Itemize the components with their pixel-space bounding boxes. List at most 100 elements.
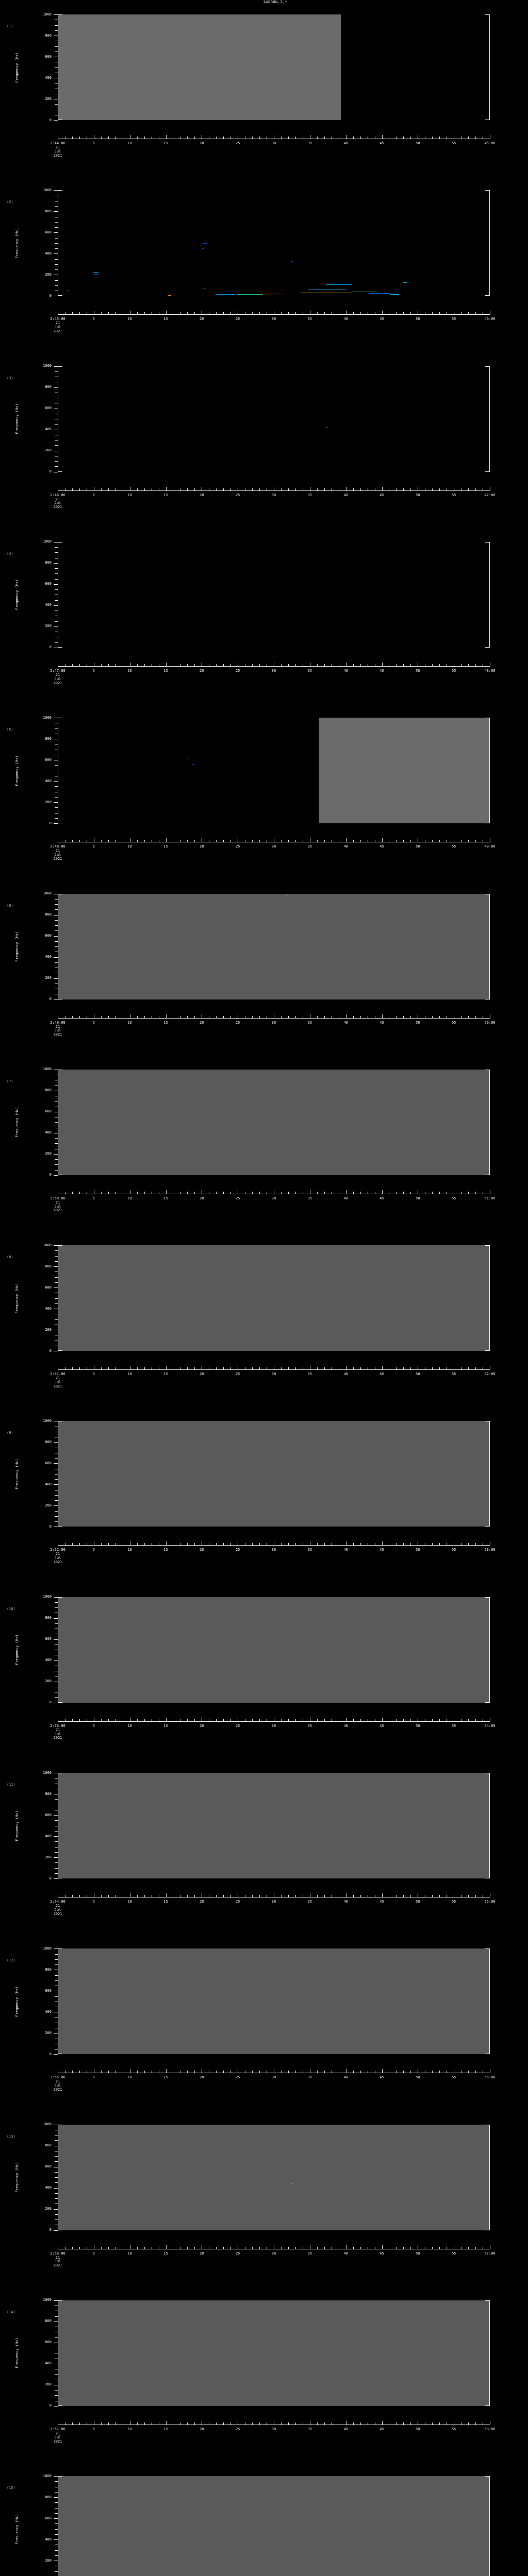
x-axis-tick [108, 1367, 109, 1370]
plot-frame[interactable] [58, 2300, 490, 2406]
y-axis-tick-label: 400 [45, 427, 52, 432]
y-axis-tick-label: 1000 [43, 1946, 52, 1951]
axis-spine [485, 2405, 490, 2406]
plot-frame[interactable] [58, 1597, 490, 1703]
plot-frame[interactable] [58, 1773, 490, 1878]
plot-frame[interactable] [58, 366, 490, 472]
x-axis-tick [223, 1543, 224, 1546]
plot-frame[interactable] [58, 1069, 490, 1175]
x-axis-tick [324, 2422, 325, 2425]
y-axis-tick [55, 1975, 58, 1976]
x-axis-tick [137, 2071, 138, 2073]
x-axis-tick-label: 10 [127, 141, 132, 145]
axis-spine [485, 2300, 490, 2301]
x-axis-tick [194, 488, 195, 490]
plot-frame[interactable] [58, 541, 490, 648]
x-axis-tick [137, 488, 138, 490]
axis-spine [58, 295, 62, 296]
x-axis-tick [137, 2422, 138, 2425]
x-axis-tick-label: 15 [163, 1900, 168, 1904]
y-axis-tick [55, 1303, 58, 1304]
x-axis-start-label: 2:49:00 [50, 1020, 65, 1025]
spectrogram-panel: (1) 0 200 400 600 800 1000 Frequency (Hz) 2:44:0… [0, 7, 528, 183]
x-axis-tick [468, 1895, 469, 1897]
y-axis-tick-label: 800 [45, 912, 52, 917]
spectrogram-panel: (3) 0 200 400 600 800 1000 Frequency (Hz) 2:46:0… [0, 359, 528, 535]
axis-spine [58, 1350, 62, 1351]
x-axis-tick [475, 1191, 476, 1194]
x-axis-date-label: 21 Jul 2021 [42, 1904, 73, 1916]
x-axis-start-label: 2:53:00 [50, 1723, 65, 1728]
x-axis-tick [252, 1191, 253, 1194]
date-line: 2021 [53, 1560, 62, 1565]
x-axis-tick [396, 2246, 397, 2249]
date-line: Jul [54, 1732, 61, 1736]
x-axis-tick-label: 45 [380, 1900, 384, 1904]
y-axis-tick [54, 584, 58, 585]
x-axis-tick [396, 840, 397, 842]
x-axis-tick [403, 488, 404, 490]
x-axis-tick [360, 1719, 361, 1721]
x-axis-tick [403, 1895, 404, 1897]
plot-frame[interactable] [58, 2476, 490, 2576]
x-axis-tick-label: 40 [343, 2427, 348, 2431]
detection-trace [325, 284, 352, 285]
x-axis-tick [396, 664, 397, 666]
plot-frame[interactable] [58, 1421, 490, 1527]
plot-frame[interactable] [58, 1245, 490, 1351]
plot-frame[interactable] [58, 14, 490, 120]
date-line: Jul [54, 2083, 61, 2088]
x-axis-tick [72, 1719, 73, 1721]
x-axis-tick-label: 40 [343, 2075, 348, 2080]
y-axis-tick [55, 2502, 58, 2503]
x-axis-tick [216, 137, 217, 139]
plot-frame[interactable] [58, 1948, 490, 2055]
plot-frame[interactable] [58, 893, 490, 999]
x-axis-tick [288, 840, 289, 842]
x-axis-tick-label: 50 [416, 2251, 420, 2256]
y-axis-tick [55, 280, 58, 281]
x-axis-tick-label: 45 [380, 1020, 384, 1025]
date-line: 2021 [53, 681, 62, 685]
y-axis-tick [55, 909, 58, 910]
x-axis-tick-label: 30 [271, 1372, 276, 1377]
x-axis-tick [317, 312, 318, 315]
x-axis-tick [223, 840, 224, 842]
y-axis-tick [54, 781, 58, 782]
x-axis-tick-label: 55 [451, 493, 456, 497]
detection-trace [202, 248, 205, 249]
x-axis-tick-label: 5 [92, 493, 95, 497]
x-axis-tick [223, 137, 224, 139]
plot-frame[interactable] [58, 718, 490, 824]
x-axis-tick [259, 664, 260, 666]
x-axis-tick [72, 1367, 73, 1370]
x-axis-tick [432, 664, 433, 666]
y-axis-tick-label: 0 [49, 1700, 52, 1705]
y-axis-tick-label: 400 [45, 1482, 52, 1486]
x-axis-tick [410, 840, 411, 842]
x-axis-tick [72, 840, 73, 842]
x-axis-tick [396, 2071, 397, 2073]
x-axis-tick-label: 20 [200, 317, 204, 321]
x-axis-tick [230, 1015, 232, 1018]
x-axis-tick-label: 15 [163, 668, 168, 673]
x-axis-tick [439, 1191, 440, 1194]
y-axis-tick [55, 30, 58, 31]
x-axis-tick [468, 1191, 469, 1194]
date-line: 21 [55, 672, 60, 677]
x-axis-tick [317, 1367, 318, 1370]
x-axis-tick [317, 1895, 318, 1897]
y-axis-tick [54, 1948, 58, 1950]
x-axis-tick [468, 664, 469, 666]
plot-frame[interactable] [58, 190, 490, 296]
y-axis-tick [55, 1602, 58, 1603]
x-axis-tick-label: 45 [380, 2427, 384, 2431]
x-axis-tick [288, 488, 289, 490]
plot-frame[interactable] [58, 2124, 490, 2230]
x-axis-tick-label: 55 [451, 1900, 456, 1904]
x-axis-tick [317, 664, 318, 666]
x-axis-tick [410, 2422, 411, 2425]
y-axis-tick [55, 1495, 58, 1496]
x-axis-tick [360, 1015, 361, 1018]
y-axis-tick-label: 1000 [43, 1595, 52, 1599]
